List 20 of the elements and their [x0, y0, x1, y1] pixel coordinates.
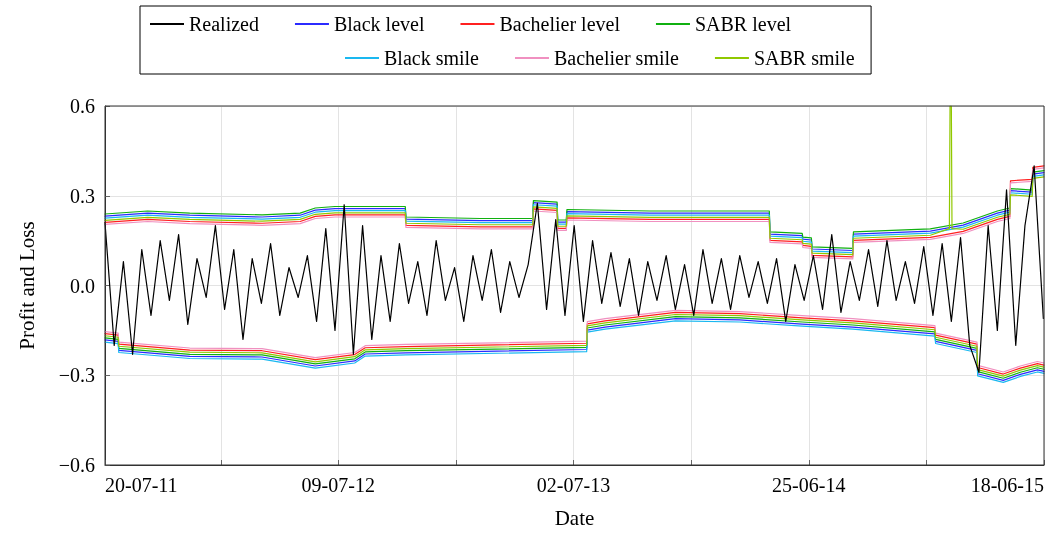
legend-label: Bachelier smile — [553, 47, 680, 69]
legend-label: Black level — [333, 13, 425, 35]
y-tick-label: −0.6 — [58, 454, 95, 476]
x-tick-label: 18-06-15 — [970, 474, 1044, 496]
y-tick-label: 0.0 — [70, 274, 95, 297]
legend-label: SABR smile — [753, 47, 855, 69]
y-tick-label: 0.6 — [70, 95, 95, 117]
x-tick-label: 20-07-11 — [105, 474, 178, 496]
y-axis-title: Profit and Loss — [14, 221, 39, 350]
x-tick-label: 25-06-14 — [772, 474, 846, 496]
x-tick-label: 09-07-12 — [301, 474, 375, 496]
legend-label: Bachelier level — [499, 13, 621, 35]
legend-label: Black smile — [384, 47, 480, 69]
y-tick-label: 0.3 — [70, 184, 95, 207]
line-series — [104, 165, 1044, 373]
x-axis-title: Date — [554, 505, 595, 530]
x-tick-label: 02-07-13 — [536, 474, 611, 496]
legend-label: Realized — [189, 13, 259, 35]
legend-label: SABR level — [694, 13, 792, 35]
y-tick-label: −0.3 — [58, 364, 95, 387]
